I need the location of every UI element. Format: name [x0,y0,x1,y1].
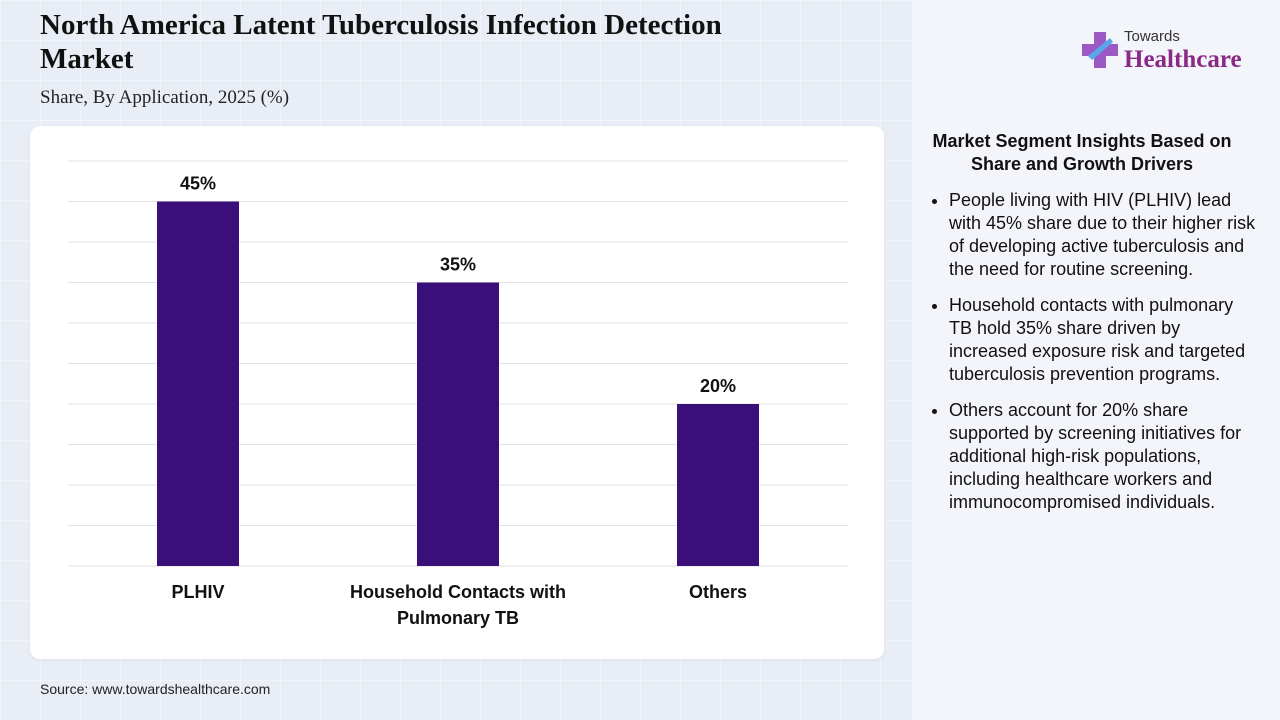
category-label-line: Others [689,582,747,602]
insight-plhiv: People living with HIV (PLHIV) lead with… [949,189,1259,281]
insights-list: People living with HIV (PLHIV) lead with… [922,189,1259,527]
category-label-0: PLHIV [171,582,224,602]
source-note: Source: www.towardshealthcare.com [40,681,271,697]
data-label-2: 20% [700,376,736,396]
page-title: North America Latent Tuberculosis Infect… [40,9,722,75]
bar-2 [677,404,759,566]
category-label-line: Household Contacts with [350,582,566,602]
bar-1 [417,282,499,566]
category-label-line: Pulmonary TB [397,608,519,628]
chart-data-labels: 45% 35% 20% [180,174,736,397]
insights-panel [912,0,1280,720]
page-subtitle: Share, By Application, 2025 (%) [40,87,290,108]
medical-cross-icon [1082,32,1118,68]
chart-category-labels: PLHIV Household Contacts with Pulmonary TB… [171,582,747,628]
chart-bars [157,201,759,566]
insight-household-contacts: Household contacts with pulmonary TB hol… [949,294,1259,386]
category-label-2: Others [689,582,747,602]
category-label-line: PLHIV [171,582,224,602]
logo-main-text: Healthcare [1124,46,1242,73]
brand-logo: Towards Healthcare [1080,26,1260,78]
data-label-1: 35% [440,255,476,275]
bar-0 [157,201,239,566]
insights-title: Market Segment Insights Based on Share a… [932,131,1232,174]
category-label-1: Household Contacts with Pulmonary TB [350,582,566,628]
chart-card: 45% 35% 20% PLHIV Household Contacts with Pu… [30,126,884,659]
data-label-0: 45% [180,174,216,194]
insight-others: Others account for 20% share supported b… [949,399,1259,514]
bar-chart: 45% 35% 20% PLHIV Household Contacts with Pu… [68,160,848,628]
logo-top-text: Towards [1124,28,1180,45]
